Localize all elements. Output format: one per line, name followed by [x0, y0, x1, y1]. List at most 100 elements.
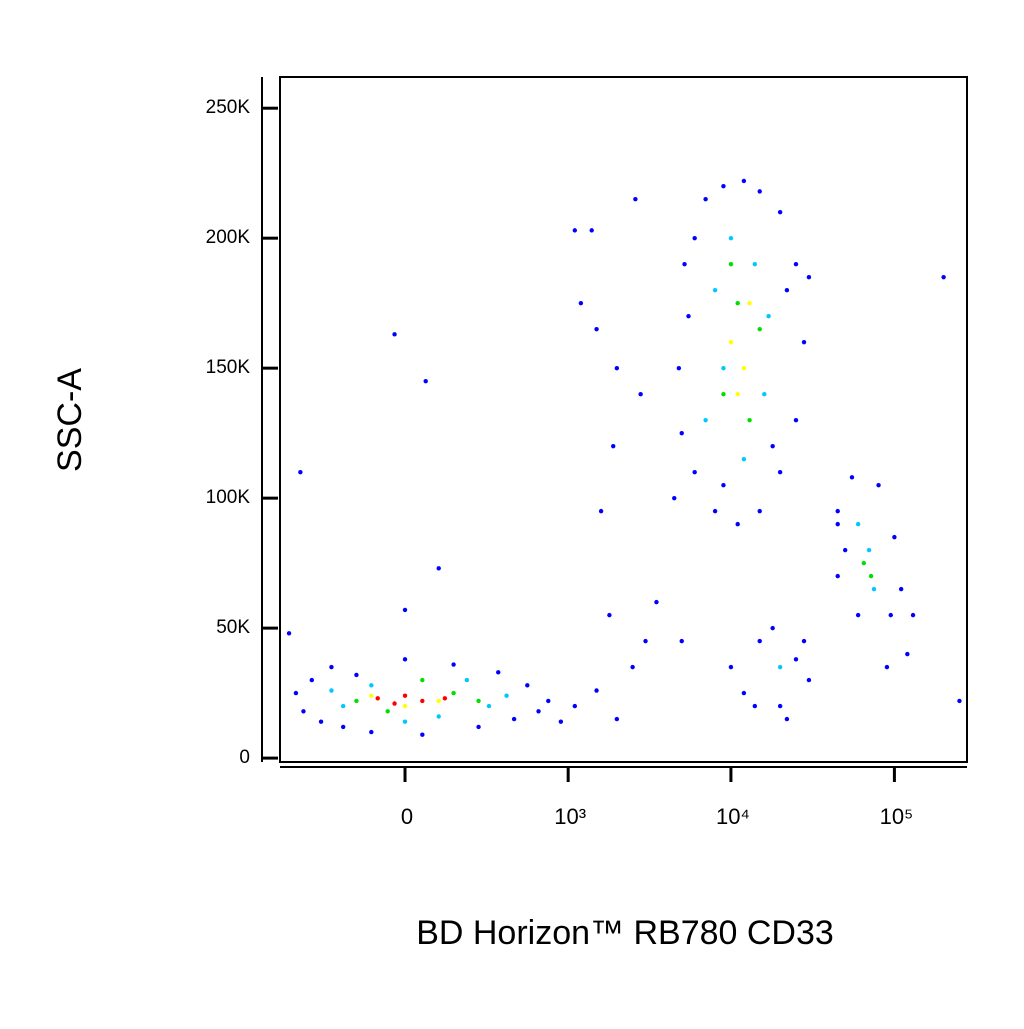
- x-axis-label: BD Horizon™ RB780 CD33: [416, 914, 834, 952]
- data-point: [770, 443, 775, 449]
- data-point: [318, 719, 324, 724]
- data-point: [777, 469, 783, 475]
- data-point: [741, 690, 747, 696]
- data-point: [801, 339, 807, 345]
- data-point: [735, 521, 740, 527]
- data-point: [354, 698, 359, 704]
- data-point: [451, 662, 456, 667]
- y-tick-label: 0: [239, 747, 250, 768]
- data-point: [392, 701, 397, 706]
- data-point: [888, 612, 893, 618]
- data-point: [793, 657, 799, 662]
- data-point: [607, 612, 612, 618]
- data-point: [752, 261, 758, 267]
- data-point: [842, 547, 848, 553]
- data-point: [728, 339, 734, 345]
- data-point: [340, 724, 346, 730]
- data-point: [747, 417, 752, 423]
- y-tick-label: 100K: [206, 487, 251, 508]
- data-point: [402, 703, 408, 709]
- data-point: [402, 607, 408, 613]
- data-point: [721, 482, 726, 488]
- data-point: [578, 300, 584, 306]
- data-point: [420, 677, 425, 683]
- data-point: [835, 508, 840, 514]
- data-point: [728, 664, 734, 670]
- data-point: [476, 698, 481, 704]
- data-point: [752, 703, 758, 709]
- data-point: [957, 698, 962, 704]
- data-point: [679, 430, 684, 436]
- data-point: [712, 287, 718, 293]
- data-point: [712, 508, 718, 514]
- data-point: [525, 683, 530, 688]
- data-point: [766, 313, 771, 319]
- y-axis-label: SSC-A: [51, 368, 89, 472]
- data-point: [614, 716, 620, 722]
- data-point: [741, 178, 747, 184]
- data-point: [676, 365, 682, 371]
- data-point: [721, 183, 726, 189]
- data-point: [884, 664, 890, 670]
- data-point: [375, 696, 380, 701]
- data-point: [436, 698, 441, 704]
- data-point: [654, 599, 659, 605]
- data-point: [801, 638, 807, 644]
- data-point: [686, 313, 691, 319]
- data-point: [757, 508, 762, 514]
- data-point: [301, 709, 306, 714]
- data-point: [910, 612, 916, 618]
- data-point: [340, 703, 346, 709]
- data-point: [777, 664, 783, 670]
- data-point: [511, 716, 517, 722]
- data-point: [630, 664, 635, 670]
- data-point: [672, 495, 677, 501]
- data-point: [692, 469, 697, 475]
- data-point: [747, 300, 752, 306]
- data-point: [784, 287, 790, 293]
- data-point: [692, 235, 697, 241]
- y-tick-label: 250K: [206, 97, 251, 118]
- data-point: [806, 677, 812, 683]
- data-point: [679, 638, 684, 644]
- data-point: [496, 670, 501, 675]
- data-point: [757, 189, 762, 194]
- data-point: [855, 612, 861, 618]
- data-point: [703, 417, 708, 423]
- data-point: [442, 696, 448, 701]
- data-point: [572, 703, 578, 709]
- data-point: [735, 391, 740, 397]
- data-point: [329, 664, 334, 670]
- data-point: [866, 547, 872, 553]
- data-point: [835, 573, 840, 579]
- data-point: [293, 690, 299, 696]
- data-point: [861, 560, 867, 566]
- data-point: [369, 693, 374, 698]
- data-point: [589, 228, 594, 233]
- data-point: [643, 638, 648, 644]
- data-point: [728, 235, 734, 241]
- data-point: [777, 703, 783, 709]
- data-point: [941, 274, 946, 280]
- data-point: [309, 677, 314, 683]
- data-point: [611, 443, 616, 449]
- data-point: [504, 693, 509, 698]
- data-point: [436, 566, 441, 571]
- data-point: [354, 672, 359, 678]
- data-point: [614, 365, 620, 371]
- data-point: [735, 300, 740, 306]
- data-point: [682, 261, 687, 267]
- data-point: [898, 586, 904, 592]
- data-point: [633, 196, 638, 202]
- data-point: [741, 365, 747, 371]
- data-point: [728, 261, 734, 267]
- data-point: [871, 586, 877, 592]
- data-point: [598, 508, 604, 514]
- y-tick-label: 50K: [216, 617, 250, 638]
- data-point: [558, 719, 564, 724]
- x-tick-label: 10³: [554, 804, 586, 829]
- data-point: [793, 417, 799, 423]
- data-point: [757, 638, 762, 644]
- y-tick-label: 150K: [206, 357, 251, 378]
